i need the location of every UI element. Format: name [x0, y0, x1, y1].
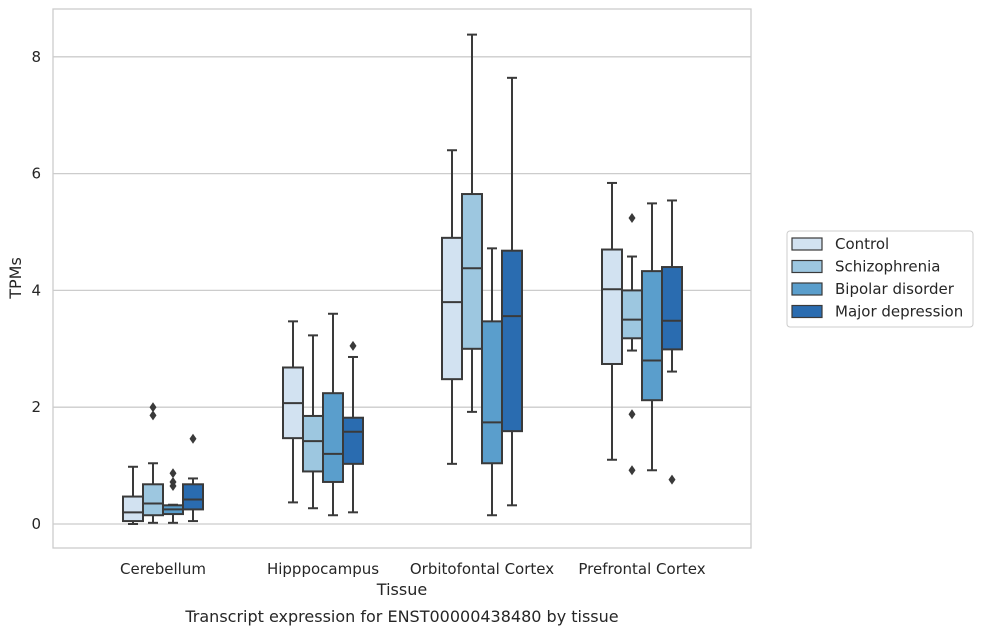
legend-label: Major depression [835, 303, 963, 321]
iqr-box [661, 266, 683, 351]
x-tick-label: Prefrontal Cortex [578, 560, 705, 578]
outlier-point [628, 465, 636, 476]
outlier-point [149, 410, 157, 421]
iqr-box [182, 483, 204, 511]
legend-swatch [791, 237, 823, 251]
iqr-box [641, 270, 663, 402]
outlier-point [628, 212, 636, 223]
legend-label: Bipolar disorder [835, 280, 955, 298]
iqr-box [621, 289, 643, 340]
x-tick-label: Cerebellum [120, 560, 206, 578]
box-series [122, 33, 683, 525]
box-major-depression [661, 199, 683, 485]
legend: Control Schizophrenia Bipolar disorder Majo… [786, 230, 974, 328]
y-tick-label: 2 [31, 398, 41, 416]
box-control [441, 149, 463, 465]
legend-frame [786, 230, 974, 328]
box-major-depression [342, 340, 364, 514]
box-bipolar-disorder [162, 468, 184, 524]
y-tick-label: 0 [31, 515, 41, 533]
legend-swatch [791, 282, 823, 296]
box-control [122, 465, 144, 525]
plot-area-frame [52, 8, 752, 549]
y-gridlines [53, 56, 751, 525]
x-tick-label: Orbitofontal Cortex [410, 560, 554, 578]
box-bipolar-disorder [322, 312, 344, 517]
outlier-point [169, 468, 177, 479]
outlier-point [628, 409, 636, 420]
iqr-box [481, 320, 503, 465]
x-tick-labels: Cerebellum Hipppocampus Orbitofontal Corte… [120, 560, 706, 578]
outlier-point [668, 474, 676, 485]
iqr-box [302, 414, 324, 473]
chart-caption: Transcript expression for ENST0000043848… [184, 607, 618, 626]
y-tick-label: 6 [31, 165, 41, 183]
y-tick-labels: 0 2 4 6 8 [31, 48, 41, 533]
iqr-box [601, 248, 623, 365]
box-schizophrenia [621, 212, 643, 476]
box-schizophrenia [302, 334, 324, 510]
box-schizophrenia [142, 402, 164, 524]
y-axis-title: TPMs [6, 257, 25, 300]
x-tick-label: Hipppocampus [267, 560, 379, 578]
outlier-point [149, 402, 157, 413]
box-major-depression [501, 76, 523, 507]
iqr-box [342, 416, 364, 465]
box-control [282, 320, 304, 504]
box-control [601, 181, 623, 461]
iqr-box [461, 193, 483, 350]
iqr-box [142, 483, 164, 517]
iqr-box [501, 249, 523, 433]
y-tick-label: 8 [31, 48, 41, 66]
legend-label: Control [835, 235, 889, 253]
box-schizophrenia [461, 33, 483, 413]
x-axis-title: Tissue [376, 580, 427, 599]
outlier-point [349, 340, 357, 351]
legend-label: Schizophrenia [835, 258, 940, 276]
iqr-box [322, 392, 344, 483]
iqr-box [122, 495, 144, 523]
y-tick-label: 4 [31, 281, 41, 299]
legend-swatch [791, 304, 823, 319]
outlier-point [189, 433, 197, 444]
legend-swatch [791, 259, 823, 274]
box-bipolar-disorder [481, 247, 503, 517]
box-bipolar-disorder [641, 202, 663, 472]
iqr-box [441, 236, 463, 381]
outlier-point [169, 476, 177, 487]
box-major-depression [182, 433, 204, 523]
